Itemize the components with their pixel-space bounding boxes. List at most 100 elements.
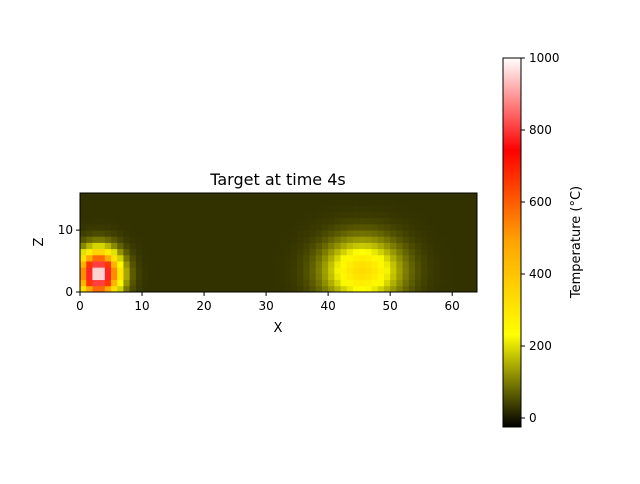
heatmap-cell (259, 279, 267, 287)
heatmap-cell (340, 223, 348, 231)
heatmap-cell (315, 279, 323, 287)
heatmap-cell (253, 267, 261, 274)
colorbar-ticks: 0 200 400 600 800 1000 (521, 51, 560, 425)
heatmap-cell (359, 242, 366, 250)
heatmap-cell (402, 193, 410, 200)
heatmap-cell (352, 242, 360, 250)
heatmap-cell (80, 261, 87, 268)
heatmap-cell (303, 261, 310, 268)
heatmap-cell (433, 199, 441, 206)
heatmap-cell (241, 193, 248, 200)
heatmap-cell (445, 285, 453, 293)
heatmap-cell (340, 193, 348, 200)
heatmap-cell (402, 242, 410, 250)
heatmap-cell (92, 261, 100, 268)
heatmap-cell (383, 254, 391, 262)
heatmap-cell (371, 193, 379, 200)
heatmap-cell (284, 236, 292, 243)
heatmap-cell (445, 211, 453, 219)
heatmap-cell (129, 223, 137, 231)
heatmap-cell (259, 267, 267, 274)
heatmap-cell (383, 267, 391, 274)
heatmap-cell (228, 267, 236, 274)
heatmap-cell (328, 261, 335, 268)
heatmap-cell (421, 211, 428, 219)
heatmap-cell (148, 248, 155, 256)
heatmap-cell (309, 261, 317, 268)
heatmap-cell (191, 261, 199, 268)
heatmap-cell (228, 261, 236, 268)
heatmap-cell (216, 273, 224, 281)
heatmap-cell (210, 273, 217, 281)
heatmap-cell (315, 223, 323, 231)
heatmap-cell (222, 236, 230, 243)
heatmap-cell (371, 279, 379, 287)
heatmap-cell (191, 242, 199, 250)
heatmap-cell (427, 267, 434, 274)
heatmap-cell (160, 285, 168, 293)
heatmap-cell (445, 193, 453, 200)
heatmap-cell (396, 199, 403, 206)
heatmap-cell (383, 223, 391, 231)
heatmap-cell (86, 267, 93, 274)
heatmap-cell (117, 193, 124, 200)
heatmap-cell (383, 199, 391, 206)
heatmap-cell (86, 248, 93, 256)
heatmap-cell (278, 261, 286, 268)
heatmap-cell (334, 254, 341, 262)
heatmap-cell (334, 279, 341, 287)
heatmap-cell (241, 248, 248, 256)
heatmap-cell (427, 193, 434, 200)
heatmap-cell (216, 217, 224, 225)
heatmap-cell (111, 236, 118, 243)
heatmap-cell (123, 261, 131, 268)
heatmap-cell (266, 217, 273, 225)
heatmap-cell (421, 199, 428, 206)
heatmap-cell (80, 254, 87, 262)
heatmap-cell (241, 273, 248, 281)
heatmap-cell (464, 217, 472, 225)
heatmap-cell (408, 279, 416, 287)
heatmap-cell (179, 217, 186, 225)
heatmap-cell (359, 211, 366, 219)
heatmap-cell (135, 279, 143, 287)
heatmap-cell (135, 248, 143, 256)
heatmap-cell (315, 242, 323, 250)
heatmap-cell (148, 199, 155, 206)
heatmap-cell (123, 205, 131, 212)
heatmap-cell (383, 230, 391, 237)
heatmap-cell (98, 217, 106, 225)
heatmap-cell (427, 261, 434, 268)
heatmap-cell (259, 211, 267, 219)
heatmap-cell (321, 199, 329, 206)
heatmap-cell (154, 236, 162, 243)
heatmap-cell (98, 205, 106, 212)
heatmap-cell (185, 248, 193, 256)
heatmap-cell (278, 199, 286, 206)
heatmap-cell (272, 267, 279, 274)
heatmap-cell (235, 279, 242, 287)
heatmap-cell (433, 230, 441, 237)
heatmap-cell (117, 279, 124, 287)
heatmap-cell (421, 248, 428, 256)
heatmap-cell (216, 211, 224, 219)
heatmap-cell (402, 223, 410, 231)
heatmap-cell (166, 254, 174, 262)
heatmap-cell (297, 230, 304, 237)
heatmap-cell (359, 193, 366, 200)
heatmap-cell (142, 211, 149, 219)
heatmap-cell (284, 279, 292, 287)
heatmap-cell (427, 230, 434, 237)
heatmap-cell (92, 230, 100, 237)
heatmap-cell (390, 242, 397, 250)
heatmap-cell (278, 273, 286, 281)
heatmap-cell (191, 267, 199, 274)
heatmap-cell (464, 205, 472, 212)
heatmap-cell (340, 205, 348, 212)
heatmap-cell (390, 223, 397, 231)
heatmap-cell (464, 279, 472, 287)
heatmap-cell (402, 279, 410, 287)
heatmap-cell (247, 236, 255, 243)
heatmap-cell (259, 273, 267, 281)
heatmap-cell (352, 267, 360, 274)
